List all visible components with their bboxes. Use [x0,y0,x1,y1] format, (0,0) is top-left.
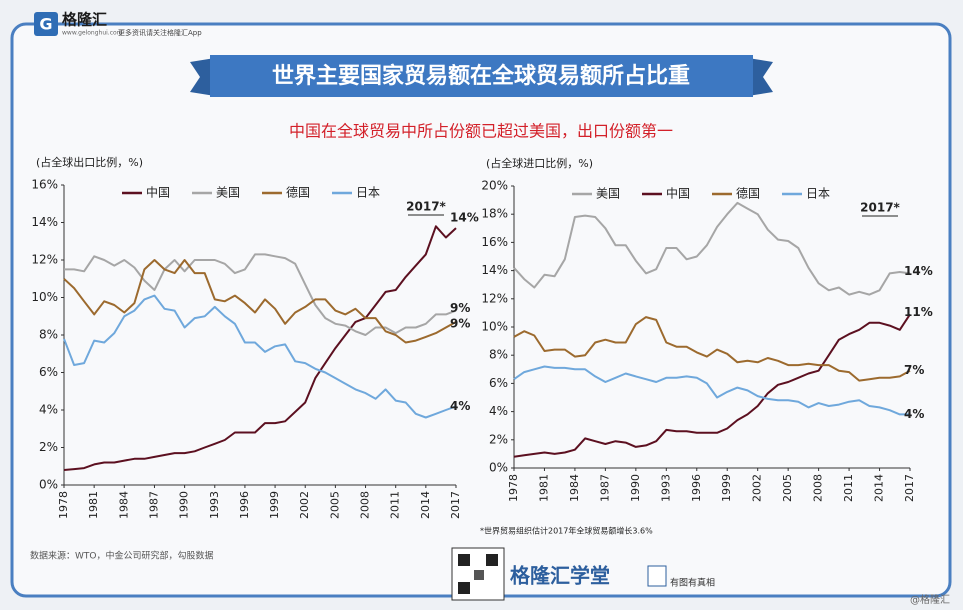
y-tick-label: 4% [489,404,508,418]
brand-icon [647,565,667,587]
qr-block [474,570,484,580]
qr-block [486,554,498,566]
logo-url: www.gelonghui.com [62,30,123,37]
x-tick-label: 1981 [87,491,100,519]
y-tick-label: 0% [489,461,508,475]
y-tick-label: 0% [39,478,58,492]
x-tick-label: 2014 [873,474,886,502]
y-tick-label: 12% [481,291,508,305]
annotation: 2017* [860,201,900,215]
y-tick-label: 4% [39,403,58,417]
logo-icon [34,12,58,36]
series-line [513,313,911,458]
legend-label: 德国 [286,185,310,200]
x-tick-label: 1981 [537,474,550,502]
x-tick-label: 2005 [781,474,794,502]
end-label: 4% [904,407,924,421]
legend-label: 美国 [216,186,240,200]
end-label: 9% [450,301,470,315]
logo-letter: G [39,15,52,34]
y-axis-label: (占全球出口比例，%) [36,155,143,169]
x-tick-label: 2002 [751,474,764,502]
x-tick-label: 2017 [903,474,916,502]
x-tick-label: 2011 [842,474,855,502]
slogan: 有图有真相 [670,577,715,589]
y-axis-label: (占全球进口比例，%) [486,156,593,170]
logo-text: 格隆汇 [62,11,107,29]
ribbon-right [748,58,773,96]
end-label: 14% [904,264,933,278]
x-tick-label: 1984 [568,474,581,502]
series-line [513,316,911,382]
y-tick-label: 16% [31,178,58,192]
y-tick-label: 8% [39,328,58,342]
x-tick-label: 2008 [359,491,372,519]
title-banner [210,55,753,97]
x-tick-label: 1984 [117,491,130,519]
y-tick-label: 14% [31,215,58,229]
x-tick-label: 1999 [268,491,281,519]
legend-label: 德国 [736,186,760,201]
x-tick-label: 1987 [147,491,160,519]
x-tick-label: 2002 [298,491,311,519]
legend-label: 中国 [666,186,690,201]
tagline: 更多资讯请关注格隆汇App [118,28,202,37]
x-tick-label: 1999 [720,474,733,502]
x-tick-label: 2017 [449,491,462,519]
legend-label: 中国 [146,185,170,200]
watermark: @格隆汇 [910,593,950,606]
y-tick-label: 2% [489,432,508,446]
qr-block [458,582,470,594]
y-tick-label: 6% [39,365,58,379]
qr-block [458,554,470,566]
legend-label: 日本 [806,187,830,201]
x-tick-label: 1987 [598,474,611,502]
end-label: 14% [450,211,479,225]
x-tick-label: 1978 [507,474,520,502]
x-tick-label: 1990 [629,474,642,502]
y-tick-label: 10% [31,290,58,304]
annotation: 2017* [406,200,446,214]
ribbon-left [190,58,215,96]
series-line [63,225,457,471]
y-tick-label: 12% [31,253,58,267]
x-tick-label: 1996 [238,491,251,519]
x-tick-label: 1993 [659,474,672,502]
footnote: *世界贸易组织估计2017年全球贸易额增长3.6% [480,526,653,536]
y-tick-label: 20% [481,179,508,193]
legend-label: 美国 [596,187,620,201]
x-tick-label: 2014 [419,491,432,519]
y-tick-label: 16% [481,235,508,249]
end-label: 9% [450,316,470,330]
series-line [513,365,910,416]
x-tick-label: 1993 [208,491,221,519]
title: 世界主要国家贸易额在全球贸易额所占比重 [272,63,690,89]
end-label: 4% [450,399,470,413]
y-tick-label: 18% [481,207,508,221]
x-tick-label: 1996 [690,474,703,502]
source: 数据来源：WTO，中金公司研究部，勾股数据 [30,550,213,562]
x-tick-label: 1978 [57,491,70,519]
subtitle: 中国在全球贸易中所占份额已超过美国，出口份额第一 [289,122,673,141]
series-line [63,259,457,344]
legend-label: 日本 [356,186,380,200]
x-tick-label: 2008 [812,474,825,502]
series-line [63,294,457,419]
series-line [64,253,457,336]
series-line [513,201,911,296]
x-tick-label: 2011 [389,491,402,519]
y-tick-label: 10% [481,320,508,334]
x-tick-label: 1990 [178,491,191,519]
y-tick-label: 14% [481,263,508,277]
brand: 格隆汇学堂 [510,564,610,588]
y-tick-label: 8% [489,348,508,362]
y-tick-label: 2% [39,440,58,454]
end-label: 11% [904,305,933,319]
end-label: 7% [904,363,924,377]
y-tick-label: 6% [489,376,508,390]
x-tick-label: 2005 [328,491,341,519]
